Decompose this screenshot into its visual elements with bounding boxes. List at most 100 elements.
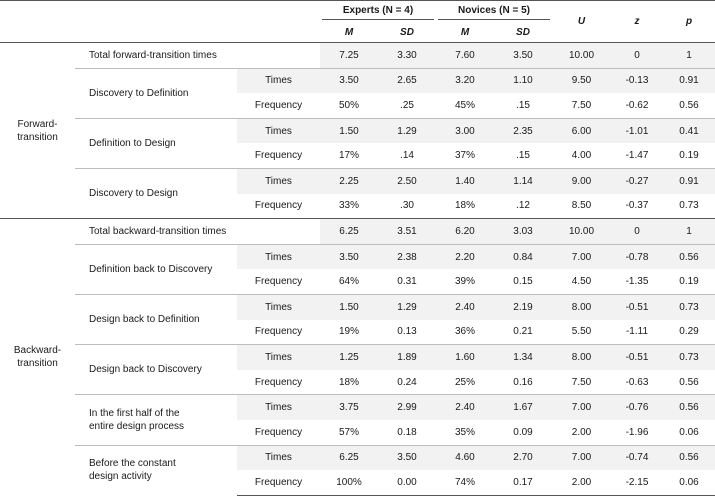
novices-mean: 36% [454, 326, 475, 338]
table-row: Forward- transition Total forward-transit… [0, 42, 715, 143]
novices-mean: 3.00 [436, 117, 494, 144]
u-value: 7.50 [571, 99, 592, 111]
p-value: 0.29 [679, 326, 699, 338]
novices-mean: 2.20 [436, 243, 494, 270]
table-row: Frequency 50% .25 45% .15 7.50 -0.62 0.56 [0, 93, 715, 118]
novices-sd: 2.35 [494, 117, 552, 144]
p-value: 0.19 [679, 276, 699, 288]
u-value: 7.50 [571, 376, 592, 388]
group-label: Discovery to Design [75, 167, 237, 219]
experts-mean: 64% [338, 276, 359, 288]
z-header: z [611, 0, 663, 43]
u-value: 8.00 [552, 344, 611, 370]
p-value: 0.73 [679, 200, 699, 212]
p-value: 0.73 [663, 293, 715, 320]
u-value: 4.50 [571, 276, 592, 288]
experts-sd: 3.50 [378, 444, 436, 471]
measure-label: Times [237, 293, 320, 320]
u-value: 2.00 [552, 470, 611, 496]
experts-sd: 0.18 [397, 426, 417, 438]
measure-label: Frequency [254, 326, 303, 338]
novices-sd: .15 [516, 99, 530, 111]
experts-header: Experts (N = 4) [320, 0, 436, 23]
p-value: 0.91 [663, 67, 715, 94]
z-value: -0.51 [611, 344, 663, 370]
experts-mean: 3.75 [320, 394, 378, 420]
p-value: 0.56 [679, 376, 699, 388]
experts-mean: 33% [338, 200, 359, 212]
table-row: Backward- transition Total backward-trans… [0, 218, 715, 496]
experts-sd: .25 [400, 99, 414, 111]
table-row: Frequency 18% 0.24 25% 0.16 7.50 -0.63 0.56 [0, 370, 715, 395]
novices-sd: 3.50 [494, 42, 552, 69]
z-value: 0 [611, 218, 663, 245]
z-value: -0.78 [611, 243, 663, 270]
p-value: 0.56 [663, 444, 715, 471]
u-value: 2.00 [571, 426, 592, 438]
u-value: 4.00 [571, 150, 592, 162]
novices-header: Novices (N = 5) [436, 0, 552, 23]
experts-mean: 6.25 [320, 444, 378, 471]
section-label: Forward- transition [17, 118, 58, 143]
p-value: 1 [663, 218, 715, 245]
novices-sd: .12 [516, 200, 530, 212]
measure-label: Frequency [254, 150, 303, 162]
u-value: 7.00 [552, 444, 611, 471]
experts-sd: 3.51 [378, 218, 436, 245]
table-row: Design back to Definition Times 1.50 1.29 2.… [0, 293, 715, 345]
experts-sd: 0.00 [378, 470, 436, 496]
group-label: Definition back to Discovery [75, 243, 237, 295]
measure-label: Frequency [254, 200, 303, 212]
u-value: 7.00 [552, 243, 611, 270]
u-value: 8.00 [552, 293, 611, 320]
z-value: 0 [611, 42, 663, 69]
novices-mean: 39% [454, 276, 475, 288]
novices-mean: 1.60 [436, 344, 494, 370]
experts-sd: 0.13 [397, 326, 417, 338]
experts-sd: 1.29 [378, 117, 436, 144]
novices-sd: 0.09 [513, 426, 533, 438]
measure-label: Times [237, 444, 320, 471]
p-value: 0.91 [663, 167, 715, 194]
u-value: 8.50 [571, 200, 592, 212]
p-value: 0.56 [663, 394, 715, 420]
experts-mean: 6.25 [320, 218, 378, 245]
measure-label: Times [237, 117, 320, 144]
experts-mean: 1.50 [320, 117, 378, 144]
novices-sd-header: SD [494, 23, 552, 43]
experts-mean: 1.50 [320, 293, 378, 320]
experts-sd: 2.99 [378, 394, 436, 420]
header-row-stats: M SD M SD [0, 23, 715, 43]
experts-sd: 1.29 [378, 293, 436, 320]
group-label: Design back to Discovery [75, 344, 237, 395]
table-row: Design back to Discovery Times 1.25 1.89 1.6… [0, 344, 715, 395]
novices-sd: 1.14 [494, 167, 552, 194]
u-value: 10.00 [552, 42, 611, 69]
novices-sd: 0.16 [513, 376, 533, 388]
novices-sd: 3.03 [494, 218, 552, 245]
novices-mean: 6.20 [436, 218, 494, 245]
experts-mean: 1.25 [320, 344, 378, 370]
experts-mean: 2.25 [320, 167, 378, 194]
novices-mean: 37% [454, 150, 475, 162]
experts-sd: 0.31 [397, 276, 417, 288]
novices-sd: 0.84 [494, 243, 552, 270]
total-row-label: Total forward-transition times [89, 49, 217, 61]
group-label: In the first half of the entire design p… [75, 394, 237, 445]
z-value: -0.37 [625, 200, 649, 212]
novices-sd: 2.70 [494, 444, 552, 471]
p-value: 0.41 [663, 117, 715, 144]
experts-m-header: M [320, 23, 378, 43]
table-row: In the first half of the entire design p… [0, 394, 715, 445]
table-row: Frequency 19% 0.13 36% 0.21 5.50 -1.11 0.29 [0, 320, 715, 345]
novices-sd: 0.15 [513, 276, 533, 288]
table-row: Definition to Design Times 1.50 1.29 3.00 2.3… [0, 117, 715, 169]
experts-sd: 0.24 [397, 376, 417, 388]
experts-mean: 100% [320, 470, 378, 496]
table-row: Before the constant design activity Times… [0, 444, 715, 496]
p-value: 0.06 [663, 470, 715, 496]
z-value: -1.11 [625, 326, 649, 338]
total-row-label: Total backward-transition times [75, 218, 320, 245]
